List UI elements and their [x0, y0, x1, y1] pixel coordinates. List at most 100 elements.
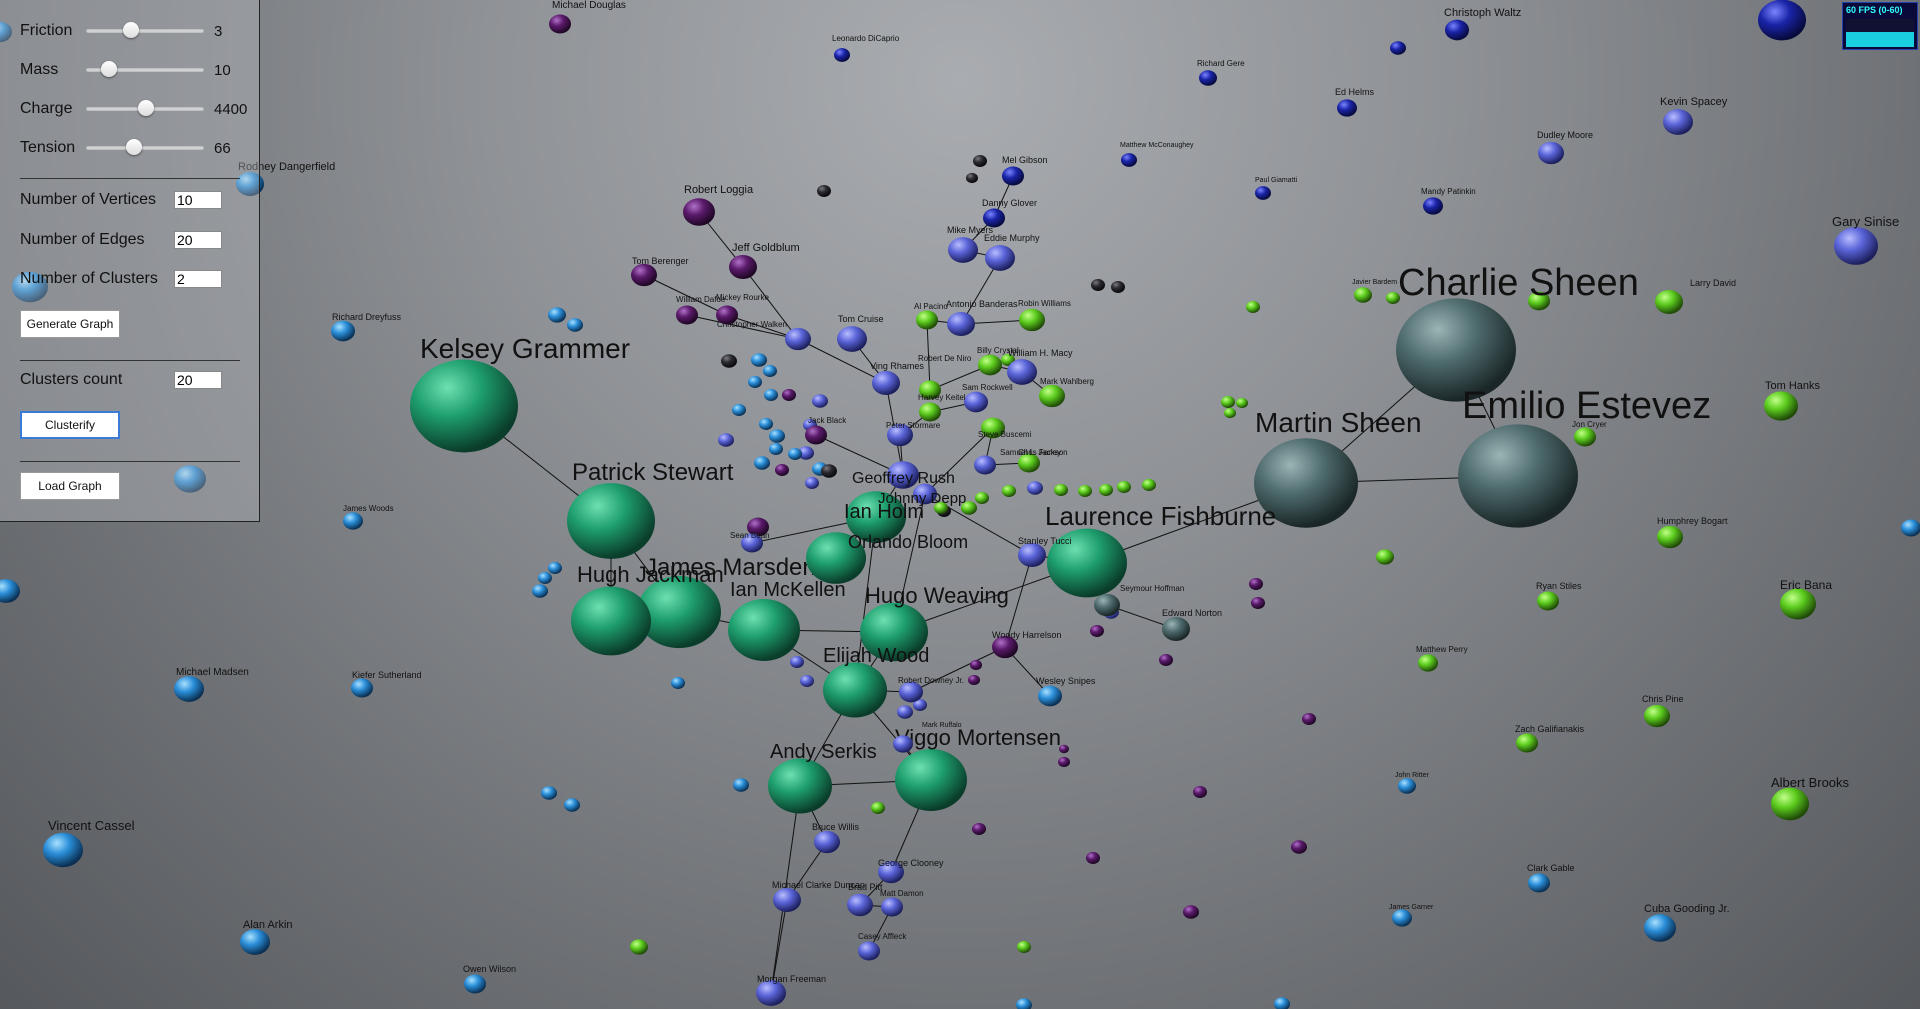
node-sphere[interactable]: [887, 461, 919, 489]
node-alan-arkin[interactable]: Alan Arkin: [240, 919, 293, 955]
load-graph-button[interactable]: Load Graph: [20, 472, 120, 500]
node-seymour-hoffman[interactable]: Seymour Hoffman: [1094, 584, 1184, 617]
node-andy-serkis[interactable]: Andy Serkis: [768, 741, 877, 814]
node-sphere[interactable]: [1254, 438, 1358, 528]
node-sphere[interactable]: [913, 483, 937, 505]
node-mark-wahlberg[interactable]: Mark Wahlberg: [1039, 377, 1094, 408]
node-robin-williams[interactable]: Robin Williams: [1018, 299, 1071, 332]
node-wesley-snipes[interactable]: Wesley Snipes: [1036, 676, 1096, 707]
node-sphere[interactable]: [351, 678, 373, 698]
node-sphere[interactable]: [567, 483, 655, 559]
node-sphere[interactable]: [1538, 141, 1564, 165]
node-sphere[interactable]: [549, 14, 571, 34]
node-tom-cruise[interactable]: Tom Cruise: [837, 314, 884, 352]
node-sphere[interactable]: [1764, 391, 1798, 421]
node-brad-pitt[interactable]: Brad Pitt: [847, 882, 883, 917]
node-sphere[interactable]: [814, 830, 840, 854]
node-sphere[interactable]: [846, 491, 906, 543]
node-sphere[interactable]: [872, 370, 900, 396]
node-eddie-murphy[interactable]: Eddie Murphy: [984, 233, 1040, 271]
node-hugh-jackman[interactable]: Hugh Jackman: [571, 562, 724, 656]
node-jeff-goldblum[interactable]: Jeff Goldblum: [729, 242, 800, 280]
node-sphere[interactable]: [1418, 654, 1438, 672]
node-sphere[interactable]: [410, 359, 518, 453]
node-sphere[interactable]: [1392, 909, 1412, 927]
node-sphere[interactable]: [1516, 733, 1538, 753]
node-sphere[interactable]: [1655, 289, 1683, 315]
node-sphere[interactable]: [331, 320, 355, 342]
node-ryan-stiles[interactable]: Ryan Stiles: [1536, 581, 1582, 611]
node-sphere[interactable]: [1019, 308, 1045, 332]
clusters-count-input[interactable]: 20: [174, 371, 222, 389]
node-sphere[interactable]: [756, 980, 786, 1006]
node-cuba-gooding-jr[interactable]: Cuba Gooding Jr.: [1644, 903, 1730, 942]
node-sphere[interactable]: [631, 263, 657, 287]
node-james-marsden[interactable]: James Marsden: [637, 554, 816, 649]
node-samuel-l-jackson[interactable]: Samuel L. Jackson: [974, 448, 1068, 475]
node-kevin-spacey[interactable]: Kevin Spacey: [1660, 96, 1728, 135]
node-mark-ruffalo[interactable]: Mark Ruffalo: [893, 722, 962, 753]
node-sphere[interactable]: [1121, 153, 1137, 167]
node-sphere[interactable]: [1644, 914, 1676, 942]
node-sphere[interactable]: [741, 533, 763, 553]
node-vincent-cassel[interactable]: Vincent Cassel: [43, 818, 135, 868]
node-michael-clarke-duncan[interactable]: Michael Clarke Duncan: [772, 880, 865, 913]
node-bruce-willis[interactable]: Bruce Willis: [812, 822, 860, 854]
node-sphere[interactable]: [728, 599, 800, 661]
node-woody-harrelson[interactable]: Woody Harrelson: [992, 630, 1061, 659]
fps-meter[interactable]: 60 FPS (0-60): [1842, 2, 1918, 50]
node-matthew-mcconaughey[interactable]: Matthew McConaughey: [1120, 142, 1194, 167]
node-sphere[interactable]: [948, 237, 978, 263]
node-harvey-keitel[interactable]: Harvey Keitel: [918, 393, 966, 422]
node-stanley-tucci[interactable]: Stanley Tucci: [1018, 536, 1072, 568]
node-sphere[interactable]: [683, 198, 715, 226]
node-chris-pine[interactable]: Chris Pine: [1642, 694, 1684, 728]
node-jack-black[interactable]: Jack Black: [805, 416, 847, 445]
node-christopher-walken[interactable]: Christopher Walken: [717, 320, 811, 351]
node-sphere[interactable]: [985, 245, 1015, 271]
node-sphere[interactable]: [881, 897, 903, 917]
node-ian-mckellen[interactable]: Ian McKellen: [728, 579, 846, 661]
node-sphere[interactable]: [1574, 427, 1596, 447]
node-sphere[interactable]: [823, 662, 887, 718]
node-paul-giamatti[interactable]: Paul Giamatti: [1255, 177, 1297, 200]
node-sam-rockwell[interactable]: Sam Rockwell: [962, 383, 1013, 413]
node-laurence-fishburne[interactable]: Laurence Fishburne: [1045, 501, 1276, 598]
node-patrick-stewart[interactable]: Patrick Stewart: [567, 459, 734, 559]
node-sphere[interactable]: [174, 676, 204, 702]
node-george-clooney[interactable]: George Clooney: [878, 858, 944, 884]
node-elijah-wood[interactable]: Elijah Wood: [823, 645, 929, 718]
node-sphere[interactable]: [895, 749, 967, 811]
node-sphere[interactable]: [768, 758, 832, 814]
node-antonio-banderas[interactable]: Antonio Banderas: [946, 299, 1018, 337]
node-sphere[interactable]: [899, 681, 923, 703]
node-sphere[interactable]: [1018, 453, 1040, 473]
node-sphere[interactable]: [919, 402, 941, 422]
node-sphere[interactable]: [1458, 424, 1578, 528]
node-albert-brooks[interactable]: Albert Brooks: [1771, 775, 1850, 821]
node-chris-farley[interactable]: Chris Farley: [1018, 448, 1061, 473]
slider-thumb[interactable]: [138, 100, 155, 116]
node-kiefer-sutherland[interactable]: Kiefer Sutherland: [351, 670, 422, 698]
node-sphere[interactable]: [1337, 99, 1357, 117]
node-michael-madsen[interactable]: Michael Madsen: [174, 667, 249, 702]
node-sphere[interactable]: [1663, 109, 1693, 135]
node-sphere[interactable]: [806, 532, 866, 584]
node-sphere[interactable]: [343, 512, 363, 530]
node-johnny-depp[interactable]: Johnny Depp: [878, 483, 966, 507]
node-william-h-macy[interactable]: William H. Macy: [1007, 348, 1073, 385]
node-sphere[interactable]: [981, 417, 1005, 439]
tension-slider[interactable]: [86, 139, 204, 155]
node-charlie-sheen[interactable]: Charlie Sheen: [1396, 262, 1639, 402]
node-sphere[interactable]: [983, 208, 1005, 228]
node-sphere[interactable]: [1007, 359, 1037, 385]
node-orlando-bloom[interactable]: Orlando Bloom: [806, 532, 968, 584]
node-sphere[interactable]: [878, 860, 904, 884]
node-sphere[interactable]: [464, 974, 486, 994]
node-clark-gable[interactable]: Clark Gable: [1527, 863, 1575, 893]
node-christoph-waltz[interactable]: Christoph Waltz: [1444, 7, 1521, 41]
node-matt-damon[interactable]: Matt Damon: [880, 889, 924, 917]
node-kelsey-grammer[interactable]: Kelsey Grammer: [410, 333, 630, 453]
